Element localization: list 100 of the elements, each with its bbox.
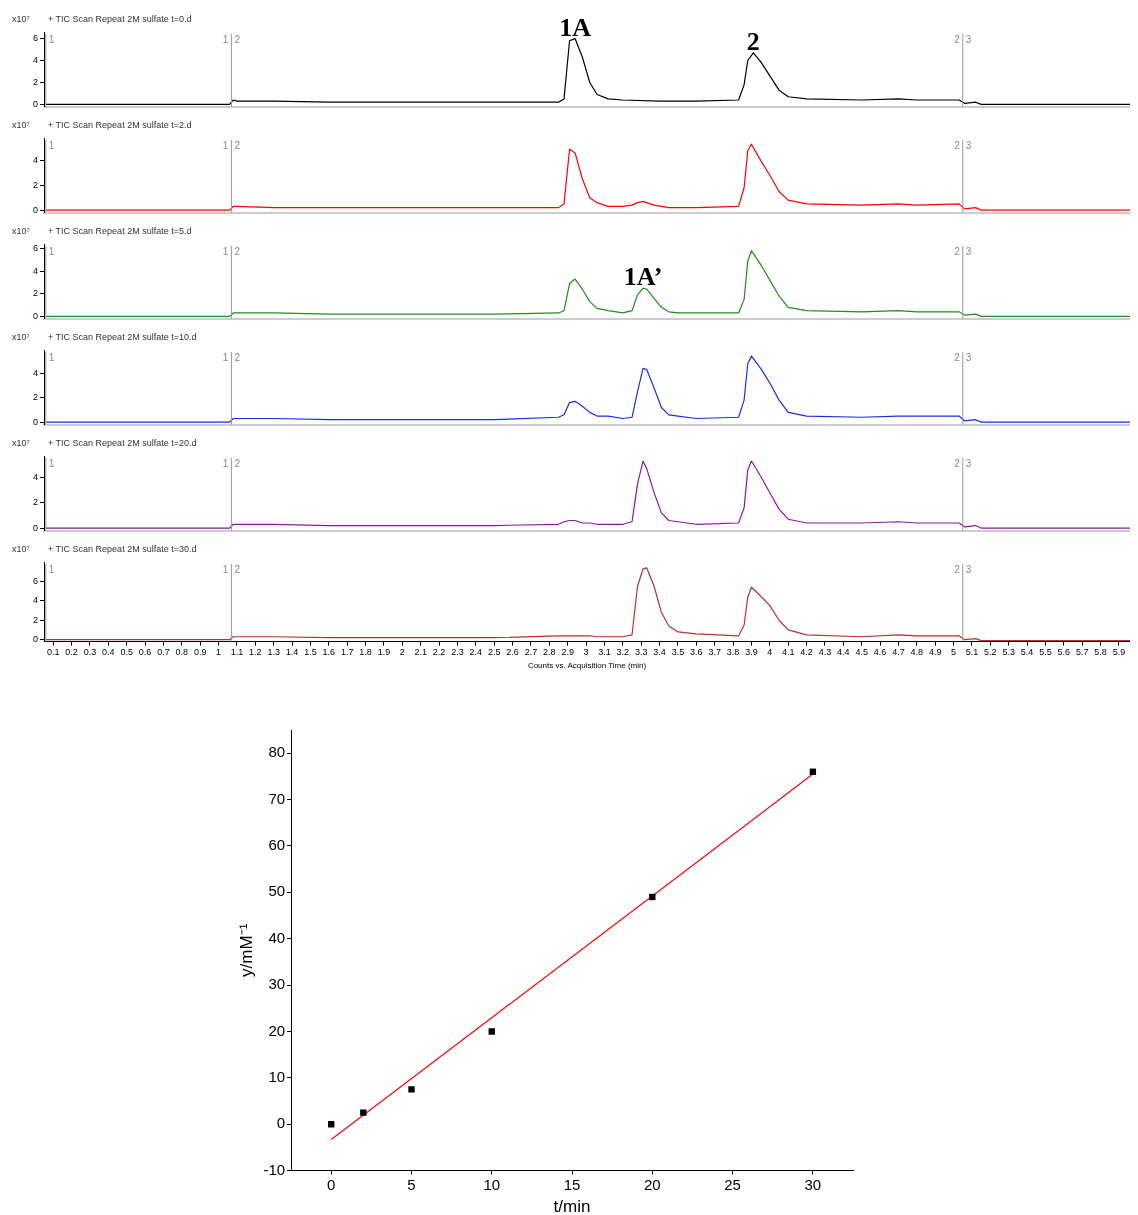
x-tick-label: 3.8 [726, 647, 740, 658]
x-tick-label: 0.7 [157, 647, 170, 658]
y-tick-label: 70 [268, 789, 286, 807]
x-tick-label: 2.9 [561, 647, 574, 658]
x-tick-label: 3.7 [708, 647, 721, 658]
y-tick-label: 20 [268, 1021, 286, 1039]
y-tick-label: 6 [32, 243, 38, 254]
annotation: 2 3 [954, 563, 972, 575]
x-tick-label: 3.6 [690, 647, 703, 658]
annotation: 2 3 [954, 33, 972, 45]
x-tick-label: 5.8 [1094, 647, 1107, 658]
annotation: 1 2 [222, 563, 241, 575]
x-tick-label: 4.2 [800, 647, 813, 658]
x-tick-label: 2.4 [469, 647, 483, 658]
y-tick-label: 2 [32, 288, 38, 299]
x-axis-title: Counts vs. Acquisition Time (min) [527, 661, 647, 671]
x-tick-label: 4.3 [818, 647, 832, 658]
x-tick-label: 2.7 [524, 647, 538, 658]
y-tick-label: 50 [268, 882, 286, 900]
y-tick-label: 0 [276, 1114, 286, 1132]
x-tick-label: 0.5 [120, 647, 133, 658]
y-tick-label: 10 [268, 1067, 286, 1085]
y-tick-label: 2 [32, 497, 38, 508]
y-axis-title: x10⁷ [12, 332, 30, 342]
x-tick-label: 5.6 [1057, 647, 1071, 658]
x-tick-label: 2.6 [506, 647, 519, 658]
y-tick-label: 4 [32, 265, 38, 276]
x-tick-label: 5.4 [1020, 647, 1034, 658]
x-tick-label: 4.1 [781, 647, 795, 658]
annotation: 2 3 [954, 351, 972, 363]
x-tick-label: 4.7 [892, 647, 905, 658]
x-tick-label: 5.9 [1112, 647, 1126, 658]
y-tick-label: 4 [32, 471, 38, 482]
y-tick-label: 4 [32, 55, 38, 66]
y-axis-title: x10⁷ [12, 544, 30, 554]
y-tick-label: 2 [32, 179, 38, 190]
x-tick-label: 1 [216, 647, 222, 658]
chart-title: + TIC Scan Repeat 2M sulfate t=2.d [48, 120, 192, 130]
x-tick-label: 2.1 [414, 647, 427, 658]
y-tick-label: 4 [32, 154, 38, 165]
y-tick-label: 2 [32, 76, 38, 87]
y-tick-label: 0 [32, 634, 38, 645]
x-tick-label: 0 [327, 1175, 336, 1193]
y-axis-title: x10⁷ [12, 14, 30, 24]
y-tick-label: -10 [263, 1160, 286, 1178]
y-tick-label: 6 [32, 33, 38, 44]
x-tick-label: 1.2 [249, 647, 262, 658]
x-tick-label: 1.8 [359, 647, 372, 658]
y-tick-label: 80 [268, 743, 286, 761]
x-tick-label: 2.5 [487, 647, 501, 658]
chart-title: + TIC Scan Repeat 2M sulfate t=30.d [48, 544, 197, 554]
annotation: 2 3 [954, 245, 972, 257]
annotation: 1 [48, 351, 55, 363]
x-tick-label: 1.6 [322, 647, 336, 658]
y-tick-label: 0 [32, 416, 38, 427]
annotation: 2 [746, 26, 760, 56]
annotation: 1 2 [222, 245, 241, 257]
y-tick-label: 0 [32, 204, 38, 215]
chart-title: + TIC Scan Repeat 2M sulfate t=5.d [48, 226, 192, 236]
y-tick-label: 40 [268, 928, 286, 946]
x-tick-label: 4.6 [873, 647, 887, 658]
x-tick-label: 3.2 [616, 647, 630, 658]
y-tick-label: 0 [32, 98, 38, 109]
x-tick-label: 3.9 [745, 647, 758, 658]
x-tick-label: 1.9 [377, 647, 391, 658]
x-tick-label: 4 [767, 647, 773, 658]
annotation: 1 2 [222, 139, 241, 151]
x-tick-label: 25 [724, 1175, 741, 1193]
x-tick-label: 2.2 [432, 647, 446, 658]
x-tick-label: 0.4 [102, 647, 115, 658]
chart-title: + TIC Scan Repeat 2M sulfate t=10.d [48, 332, 197, 342]
annotation: 1 [48, 33, 55, 45]
y-tick-label: 60 [268, 836, 286, 854]
y-tick-label: 6 [32, 575, 38, 586]
x-tick-label: 5.1 [965, 647, 979, 658]
x-tick-label: 3.1 [598, 647, 611, 658]
x-tick-label: 4.8 [910, 647, 924, 658]
x-tick-label: 0.2 [65, 647, 78, 658]
x-tick-label: 0.8 [175, 647, 189, 658]
annotation: 1A [559, 12, 592, 42]
chart-title: + TIC Scan Repeat 2M sulfate t=0.d [48, 14, 192, 24]
annotation: 1 [48, 563, 55, 575]
annotation: 1A’ [623, 262, 663, 292]
y-axis-title: x10⁷ [12, 438, 30, 448]
annotation: 2 3 [954, 139, 972, 151]
y-axis-title: x10⁷ [12, 120, 30, 130]
y-axis-title: x10⁷ [12, 226, 30, 236]
x-tick-label: 10 [483, 1175, 501, 1193]
annotation: 1 [48, 457, 55, 469]
y-tick-label: 0 [32, 310, 38, 321]
y-tick-label: 2 [32, 392, 38, 403]
x-axis-title: t/min [553, 1197, 591, 1215]
annotation: 1 [48, 245, 55, 257]
x-tick-label: 5.5 [1039, 647, 1052, 658]
x-tick-label: 4.4 [837, 647, 850, 658]
annotation: 1 2 [222, 351, 241, 363]
x-tick-label: 5 [407, 1175, 416, 1193]
x-tick-label: 0.1 [46, 647, 60, 658]
x-tick-label: 4.9 [928, 647, 942, 658]
x-tick-label: 2.8 [543, 647, 556, 658]
